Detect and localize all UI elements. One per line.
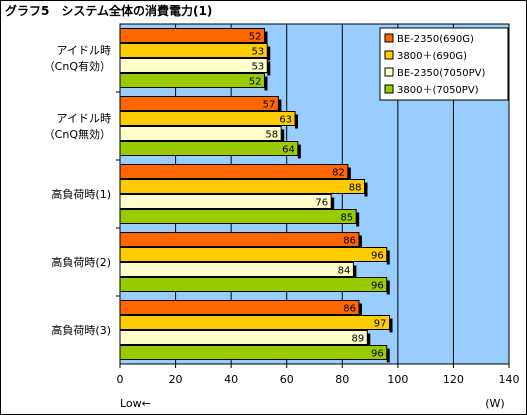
x-tick-label: 80 bbox=[335, 373, 349, 386]
legend-swatch bbox=[384, 84, 394, 94]
legend-label: BE-2350(690G) bbox=[397, 34, 474, 45]
data-label: 96 bbox=[371, 281, 384, 292]
bar bbox=[119, 330, 368, 345]
legend-swatch bbox=[384, 50, 394, 60]
bar-shadow bbox=[364, 182, 368, 197]
bar-shadow bbox=[347, 167, 351, 182]
bar-shadow bbox=[358, 303, 362, 318]
data-label: 64 bbox=[282, 145, 295, 156]
chart-title: グラフ5 システム全体の消費電力(1) bbox=[5, 4, 213, 18]
bar-shadow bbox=[356, 212, 360, 227]
category-label: 高負荷時(3) bbox=[51, 323, 111, 337]
x-tick-label: 140 bbox=[499, 373, 520, 386]
bar bbox=[119, 58, 268, 73]
legend-label: BE-2350(7050PV) bbox=[397, 68, 485, 79]
bar-shadow bbox=[278, 99, 282, 114]
bar bbox=[119, 126, 282, 141]
bar-shadow bbox=[386, 348, 390, 363]
bar bbox=[119, 96, 279, 111]
bar bbox=[119, 43, 268, 58]
legend-label: 3800＋(7050PV) bbox=[397, 85, 479, 96]
bar-shadow bbox=[386, 250, 390, 265]
data-label: 52 bbox=[249, 77, 262, 88]
bar-shadow bbox=[367, 333, 371, 348]
bar bbox=[119, 179, 366, 194]
bar bbox=[119, 300, 360, 315]
bar bbox=[119, 141, 299, 156]
data-label: 85 bbox=[340, 213, 353, 224]
bar bbox=[119, 247, 388, 262]
data-label: 86 bbox=[343, 304, 356, 315]
data-label: 88 bbox=[349, 183, 362, 194]
data-label: 96 bbox=[371, 251, 384, 262]
legend-box bbox=[379, 27, 509, 101]
bar-shadow bbox=[264, 31, 268, 46]
x-axis-note: Low← bbox=[120, 397, 151, 410]
bar-shadow bbox=[295, 114, 299, 129]
legend-swatch bbox=[384, 67, 394, 77]
bar-shadow bbox=[386, 280, 390, 295]
bar-shadow bbox=[353, 265, 357, 280]
bar bbox=[119, 28, 265, 43]
bar-shadow bbox=[358, 235, 362, 250]
data-label: 76 bbox=[315, 198, 328, 209]
bar bbox=[119, 73, 265, 88]
bar-shadow bbox=[281, 129, 285, 144]
data-label: 63 bbox=[279, 115, 292, 126]
legend-label: 3800＋(690G) bbox=[397, 51, 467, 62]
bar bbox=[119, 345, 388, 360]
category-label: （CnQ有効） bbox=[44, 59, 111, 73]
category-label: アイドル時 bbox=[57, 44, 111, 57]
data-label: 57 bbox=[263, 100, 276, 111]
data-label: 86 bbox=[343, 236, 356, 247]
bar-shadow bbox=[331, 197, 335, 212]
data-label: 97 bbox=[374, 319, 387, 330]
category-label: アイドル時 bbox=[57, 112, 111, 125]
data-label: 96 bbox=[371, 349, 384, 360]
bar bbox=[119, 194, 332, 209]
category-label: （CnQ無効） bbox=[44, 127, 111, 141]
bar bbox=[119, 232, 360, 247]
bar-shadow bbox=[264, 76, 268, 91]
x-tick-label: 0 bbox=[117, 373, 124, 386]
x-tick-label: 40 bbox=[224, 373, 238, 386]
data-label: 58 bbox=[265, 130, 278, 141]
data-label: 89 bbox=[352, 334, 365, 345]
bar bbox=[119, 262, 354, 277]
data-label: 84 bbox=[338, 266, 351, 277]
bar bbox=[119, 111, 296, 126]
bar-shadow bbox=[297, 144, 301, 159]
x-axis-unit: (W) bbox=[485, 397, 504, 410]
bar bbox=[119, 209, 357, 224]
bar bbox=[119, 315, 391, 330]
category-label: 高負荷時(1) bbox=[51, 187, 111, 201]
x-tick-label: 120 bbox=[443, 373, 464, 386]
legend-swatch bbox=[384, 33, 394, 43]
data-label: 53 bbox=[252, 62, 265, 73]
bar-shadow bbox=[267, 61, 271, 76]
data-label: 52 bbox=[249, 32, 262, 43]
bar-shadow bbox=[389, 318, 393, 333]
bar-shadow bbox=[267, 46, 271, 61]
x-tick-label: 20 bbox=[169, 373, 183, 386]
data-label: 82 bbox=[332, 168, 345, 179]
data-label: 53 bbox=[252, 47, 265, 58]
bar bbox=[119, 164, 349, 179]
x-tick-label: 60 bbox=[280, 373, 294, 386]
category-label: 高負荷時(2) bbox=[51, 255, 111, 269]
x-tick-label: 100 bbox=[387, 373, 408, 386]
bar bbox=[119, 277, 388, 292]
